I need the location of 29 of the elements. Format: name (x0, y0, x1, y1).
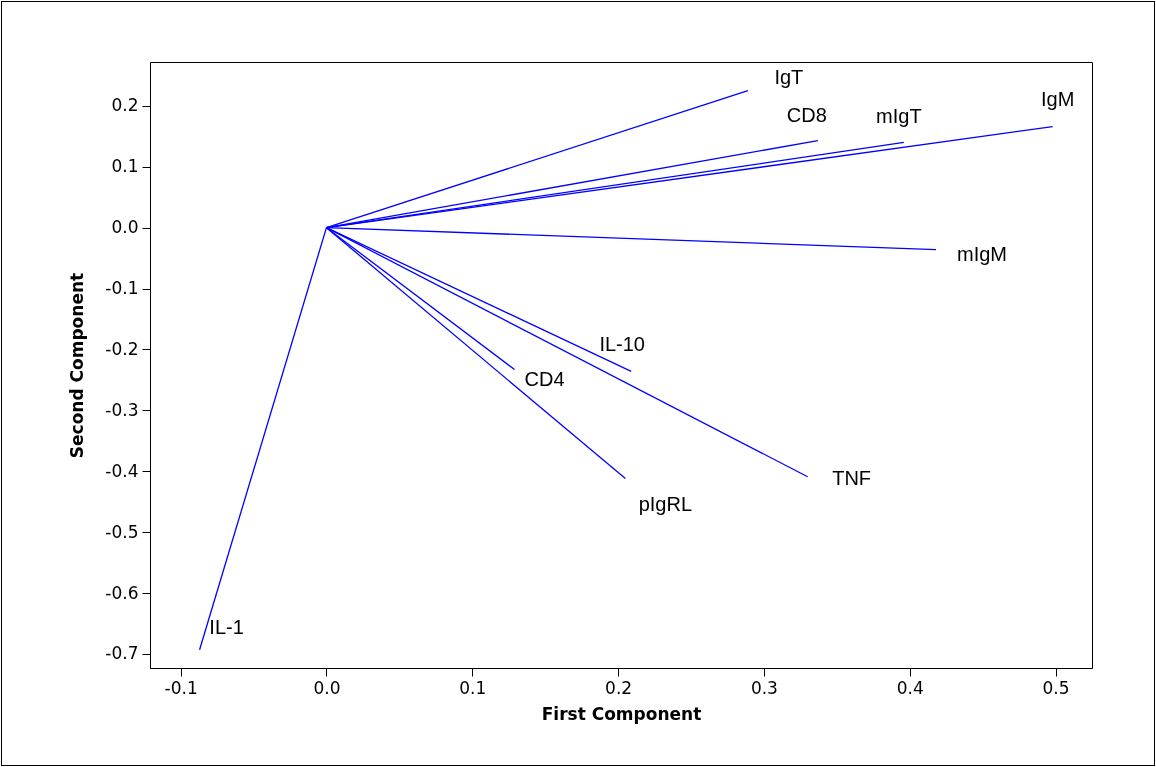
x-axis-title: First Component (541, 703, 702, 724)
x-tick-label: 0.5 (1042, 677, 1070, 698)
series-label: TNF (832, 466, 872, 489)
x-tick-label: 0.3 (750, 677, 778, 698)
y-tick-label: 0.1 (111, 156, 139, 177)
x-tick-label: 0.2 (605, 677, 633, 698)
y-tick-label: 0.2 (111, 95, 139, 116)
series-label: IgT (774, 65, 804, 88)
y-tick-label: -0.2 (105, 338, 139, 359)
series-label: IL-10 (599, 333, 645, 356)
series-label: IgM (1040, 87, 1075, 110)
y-axis-title: Second Component (67, 272, 88, 459)
x-tick-label: -0.1 (164, 677, 198, 698)
series-label: IL-1 (209, 615, 244, 638)
x-tick-label: 0.1 (459, 677, 487, 698)
series-label: mIgT (876, 105, 922, 128)
series-label: pIgRL (638, 492, 693, 515)
y-tick-label: -0.7 (105, 643, 139, 664)
y-tick-label: -0.4 (105, 460, 139, 481)
x-tick-label: 0.4 (896, 677, 924, 698)
series-label: mIgM (956, 242, 1007, 265)
y-tick-label: -0.3 (105, 399, 139, 420)
x-tick-label: 0.0 (313, 677, 341, 698)
y-tick-label: -0.5 (105, 521, 139, 542)
series-label: CD8 (786, 103, 827, 126)
series-label: CD4 (524, 367, 565, 390)
y-tick-label: -0.6 (105, 582, 139, 603)
y-tick-label: -0.1 (105, 278, 139, 299)
y-tick-label: 0.0 (111, 217, 139, 238)
